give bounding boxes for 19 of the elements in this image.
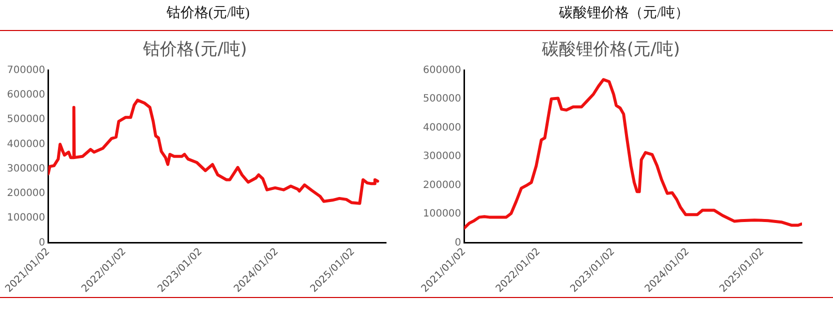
chart-subtitle: 钴价格(元/吨): [142, 40, 247, 60]
y-tick-label: 100000: [422, 208, 462, 220]
y-tick-label: 200000: [422, 180, 462, 191]
y-tick-label: 600000: [422, 64, 462, 76]
chart-subtitle: 碳酸锂价格(元/吨): [541, 40, 680, 60]
y-tick-label: 600000: [6, 90, 46, 101]
y-tick-label: 400000: [422, 122, 462, 134]
chart-title: 碳酸锂价格（元/吨）: [558, 4, 690, 22]
y-tick-label: 200000: [6, 188, 46, 200]
y-tick-label: 0: [38, 237, 46, 248]
y-tick-label: 100000: [6, 212, 46, 224]
y-tick-label: 500000: [6, 114, 46, 126]
y-tick-label: 300000: [6, 163, 46, 174]
y-tick-label: 700000: [6, 64, 46, 76]
y-tick-label: 300000: [422, 151, 462, 162]
y-tick-label: 0: [454, 237, 462, 248]
y-tick-label: 500000: [422, 94, 462, 105]
chart-title: 钴价格(元/吨): [165, 4, 251, 22]
y-tick-label: 400000: [6, 138, 46, 150]
